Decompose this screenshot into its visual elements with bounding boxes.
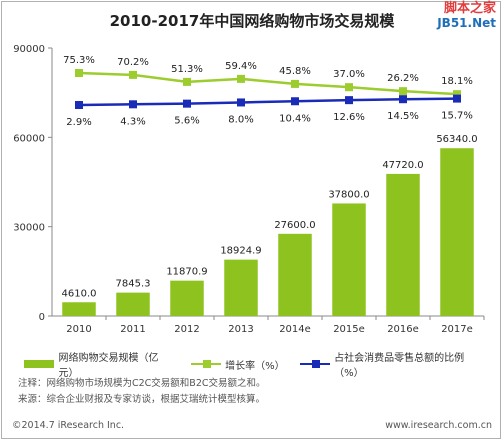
bar-volume bbox=[332, 203, 366, 316]
growth-rate-value-label: 59.4% bbox=[225, 61, 257, 72]
growth-rate-value-label: 70.2% bbox=[117, 57, 149, 68]
bar-value-label: 7845.3 bbox=[116, 279, 151, 290]
legend-item-volume: 网络购物交易规模（亿元） bbox=[24, 349, 173, 379]
retail-share-value-label: 4.3% bbox=[120, 116, 145, 127]
bar-value-label: 11870.9 bbox=[166, 267, 207, 278]
y-tick-label: 90000 bbox=[13, 44, 45, 55]
retail-share-point bbox=[399, 95, 407, 104]
chart-title: 2010-2017年中国网络购物市场交易规模 bbox=[109, 12, 395, 30]
x-tick-label: 2011 bbox=[120, 324, 145, 335]
bar-volume bbox=[386, 173, 420, 316]
legend-item-growth: 增长率（%） bbox=[190, 357, 285, 372]
y-tick-label: 60000 bbox=[13, 133, 45, 144]
bar-value-label: 27600.0 bbox=[274, 220, 315, 231]
growth-rate-point bbox=[75, 69, 83, 77]
chart-notes: 注释：网络购物市场规模为C2C交易额和B2C交易额之和。 来源：综合企业财报及专… bbox=[18, 376, 266, 408]
x-tick-label: 2014e bbox=[279, 324, 311, 335]
bar-volume bbox=[170, 280, 204, 316]
retail-share-point bbox=[345, 96, 353, 105]
bar-volume bbox=[224, 259, 258, 316]
growth-rate-value-label: 75.3% bbox=[63, 55, 95, 66]
retail-share-value-label: 14.5% bbox=[387, 111, 419, 122]
footer-copyright: ©2014.7 iResearch Inc. bbox=[12, 420, 125, 431]
growth-rate-value-label: 37.0% bbox=[333, 69, 365, 80]
note-source: 来源：综合企业财报及专家访谈，根据艾瑞统计模型核算。 bbox=[18, 394, 266, 405]
y-tick-label: 30000 bbox=[13, 223, 45, 234]
growth-rate-value-label: 18.1% bbox=[441, 76, 473, 87]
bar-value-label: 56340.0 bbox=[436, 134, 477, 145]
growth-rate-value-label: 45.8% bbox=[279, 66, 311, 77]
retail-share-value-label: 5.6% bbox=[174, 116, 199, 127]
x-tick-label: 2016e bbox=[387, 324, 419, 335]
bar-volume bbox=[62, 302, 96, 316]
retail-share-line bbox=[78, 97, 458, 107]
legend-item-share: 占社会消费品零售总额的比例（%） bbox=[299, 349, 486, 379]
bar-value-label: 4610.0 bbox=[62, 288, 97, 299]
x-tick-label: 2013 bbox=[228, 324, 253, 335]
growth-rate-point bbox=[237, 74, 245, 83]
bar-volume bbox=[278, 233, 312, 316]
note-definition: 注释：网络购物市场规模为C2C交易额和B2C交易额之和。 bbox=[18, 378, 266, 389]
growth-rate-line bbox=[78, 71, 458, 96]
x-tick-label: 2012 bbox=[174, 324, 199, 335]
retail-share-value-label: 10.4% bbox=[279, 113, 311, 124]
growth-rate-point bbox=[183, 77, 191, 86]
retail-share-point bbox=[237, 98, 245, 107]
retail-share-point bbox=[453, 94, 461, 103]
bar-volume bbox=[116, 292, 150, 316]
retail-share-point bbox=[291, 97, 299, 106]
legend-swatch-share bbox=[299, 360, 331, 368]
retail-share-point bbox=[129, 100, 137, 109]
bar-value-label: 18924.9 bbox=[220, 246, 261, 257]
x-tick-label: 2015e bbox=[333, 324, 365, 335]
growth-rate-value-label: 26.2% bbox=[387, 73, 419, 84]
legend-label-volume: 网络购物交易规模（亿元） bbox=[58, 353, 159, 379]
retail-share-value-label: 15.7% bbox=[441, 111, 473, 122]
growth-rate-point bbox=[345, 83, 353, 92]
watermark-line1: 脚本之家 bbox=[443, 1, 496, 16]
legend-label-share: 占社会消费品零售总额的比例（%） bbox=[334, 353, 465, 379]
watermark-line2: JB51.Net bbox=[437, 16, 496, 30]
growth-rate-point bbox=[129, 70, 137, 79]
retail-share-value-label: 2.9% bbox=[66, 117, 91, 128]
x-tick-label: 2017e bbox=[441, 324, 473, 335]
y-tick-label: 0 bbox=[39, 312, 45, 323]
chart-legend: 网络购物交易规模（亿元） 增长率（%） 占社会消费品零售总额的比例（%） bbox=[24, 349, 504, 379]
bar-volume bbox=[440, 148, 474, 316]
bar-value-label: 37800.0 bbox=[328, 189, 369, 200]
legend-label-growth: 增长率（%） bbox=[225, 360, 285, 372]
growth-rate-value-label: 51.3% bbox=[171, 64, 203, 75]
footer-site: www.iresearch.com.cn bbox=[385, 420, 492, 431]
retail-share-point bbox=[75, 101, 83, 109]
retail-share-value-label: 8.0% bbox=[228, 114, 253, 125]
bar-value-label: 47720.0 bbox=[382, 160, 423, 171]
retail-share-value-label: 12.6% bbox=[333, 112, 365, 123]
growth-rate-point bbox=[453, 90, 461, 99]
x-tick-label: 2010 bbox=[66, 324, 91, 335]
growth-rate-point bbox=[291, 79, 299, 88]
site-watermark: 脚本之家 JB51.Net bbox=[437, 1, 496, 31]
chart-plot-area: 0 30000 60000 90000 2010 2011 2012 2013 2014e 201… bbox=[13, 44, 485, 335]
legend-swatch-volume bbox=[24, 360, 55, 368]
legend-swatch-growth bbox=[190, 360, 222, 368]
retail-share-point bbox=[183, 99, 191, 108]
growth-rate-point bbox=[399, 87, 407, 96]
